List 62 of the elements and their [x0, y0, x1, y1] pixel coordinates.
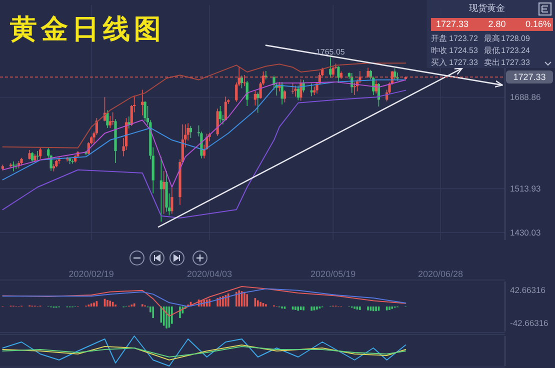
annotation: 2.80: [488, 19, 506, 29]
candlestick: [170, 187, 174, 214]
annotation: 最低: [484, 46, 500, 55]
annotation: 1723.72: [449, 34, 478, 43]
line-series: [2, 288, 406, 307]
candlestick: [12, 161, 15, 172]
candlestick: [189, 126, 192, 138]
candlestick: [256, 92, 260, 114]
y-tick-label: 1513.93: [510, 184, 541, 194]
line-series: [2, 62, 406, 148]
chart-title: 黄金日线图: [9, 14, 165, 44]
candlestick: [218, 106, 222, 124]
x-tick-label: 2020/04/03: [187, 269, 232, 279]
candlestick: [108, 116, 112, 128]
annotation: 最高: [484, 34, 500, 43]
candlestick: [353, 82, 356, 96]
annotation: 现货黄金: [469, 3, 505, 13]
candlestick: [38, 147, 42, 160]
x-tick-label: 2020/02/19: [68, 269, 114, 279]
candlestick: [243, 74, 246, 87]
candlestick: [112, 112, 114, 126]
annotation: 1727.33: [449, 58, 478, 67]
candlestick: [160, 156, 162, 222]
candlestick: [329, 56, 332, 78]
y-tick-label: 1688.86: [510, 92, 541, 102]
candlestick: [310, 83, 313, 96]
y-tick-label: 1430.03: [510, 228, 541, 238]
x-tick-label: 2020/05/19: [310, 269, 356, 279]
text: 0.16%: [525, 19, 551, 29]
annotation: 昨收: [431, 46, 447, 55]
candlestick: [224, 96, 227, 121]
annotation: 1765.05: [316, 47, 346, 56]
candlestick: [71, 159, 74, 164]
annotation: 1723.24: [501, 46, 530, 55]
candlestick: [280, 82, 284, 105]
annotation: 买入: [431, 58, 447, 67]
x-tick-label: 2020/06/28: [418, 269, 464, 279]
annotation: 1727.33: [436, 19, 469, 29]
candlestick: [332, 65, 334, 78]
candlestick: [254, 90, 256, 106]
line-series: [2, 286, 406, 317]
annotation: 1724.53: [449, 46, 478, 55]
y-tick-label: -42.66316: [510, 318, 549, 328]
candlestick: [366, 67, 370, 78]
candlestick: [28, 150, 31, 160]
candlestick: [106, 110, 109, 128]
annotation: 卖出: [484, 58, 500, 67]
annotation: 1727.33: [501, 58, 530, 67]
candlestick: [294, 85, 297, 97]
candlestick: [216, 108, 219, 136]
ref-line-label: 1727.33: [513, 72, 546, 82]
candlestick: [144, 100, 146, 122]
candlestick: [141, 89, 144, 116]
candlestick: [296, 85, 300, 101]
annotation: 1728.09: [501, 34, 530, 43]
y-tick-label: 42.66316: [510, 285, 546, 296]
annotation: 开盘: [431, 34, 447, 43]
candlestick: [240, 75, 244, 89]
candlestick: [36, 150, 39, 160]
candlestick: [162, 170, 166, 214]
candlestick: [337, 66, 340, 84]
candlestick: [283, 90, 286, 103]
